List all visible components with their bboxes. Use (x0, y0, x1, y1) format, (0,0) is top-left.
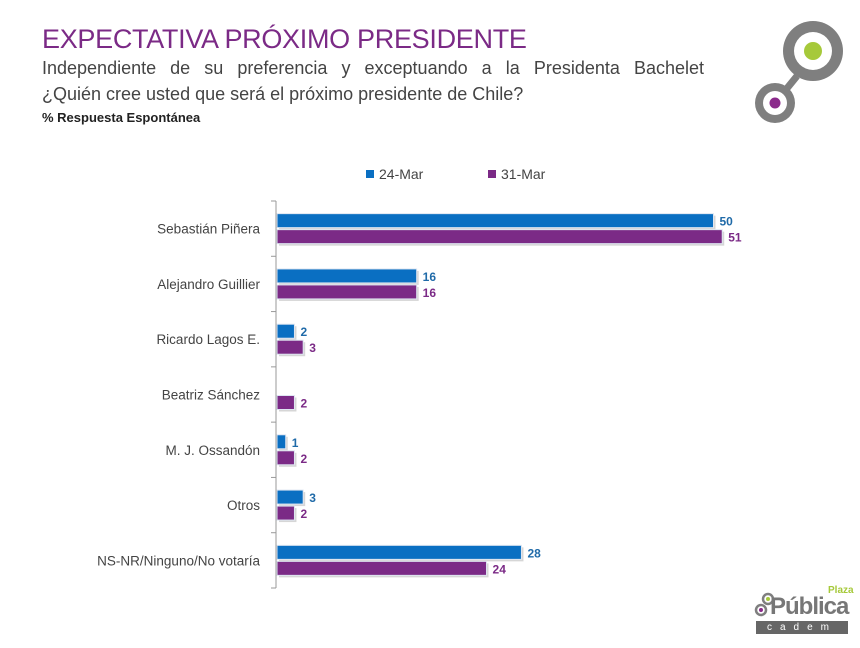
brand-circles-icon (754, 592, 775, 617)
category-label: Sebastián Piñera (157, 222, 260, 237)
page-title: EXPECTATIVA PRÓXIMO PRESIDENTE (42, 24, 527, 54)
data-label: 2 (300, 452, 307, 466)
plaza-publica-cadem-logo: Plaza Pública cadem (752, 585, 854, 637)
bar-24-Mar (276, 434, 287, 450)
brand-cadem: cadem (756, 621, 848, 634)
brand-plaza: Plaza (828, 585, 854, 596)
data-label: 28 (527, 546, 541, 560)
category-label: Ricardo Lagos E. (156, 332, 260, 347)
bar-31-Mar (276, 505, 295, 521)
data-label: 1 (292, 436, 299, 450)
question-line-1: Independiente de su preferencia y except… (42, 58, 704, 78)
legend-label-1: 31-Mar (501, 166, 546, 182)
bar-31-Mar (276, 229, 723, 245)
bar-24-Mar (276, 489, 304, 505)
data-label: 16 (423, 270, 437, 284)
bar-24-Mar (276, 213, 714, 229)
data-label: 24 (493, 562, 507, 576)
category-label: M. J. Ossandón (165, 443, 260, 458)
category-label: Beatriz Sánchez (162, 388, 261, 403)
bar-24-Mar (276, 323, 295, 339)
bar-31-Mar (276, 450, 295, 466)
cadem-circles-logo-icon (755, 21, 843, 123)
response-note: % Respuesta Espontánea (42, 110, 201, 125)
category-label: Otros (227, 498, 260, 513)
data-label: 2 (300, 507, 307, 521)
legend-swatch-0 (366, 170, 374, 178)
data-label: 2 (300, 397, 307, 411)
bar-31-Mar (276, 339, 304, 355)
data-label: 3 (309, 491, 316, 505)
legend-label-0: 24-Mar (379, 166, 424, 182)
bar-24-Mar (276, 268, 418, 284)
data-label: 51 (728, 231, 742, 245)
category-label: Alejandro Guillier (157, 277, 260, 292)
brand-publica: Pública (770, 593, 849, 620)
category-label: NS-NR/Ninguno/No votaría (97, 553, 260, 568)
data-label: 2 (300, 325, 307, 339)
data-label: 16 (423, 286, 437, 300)
question-line-2: ¿Quién cree usted que será el próximo pr… (42, 84, 524, 104)
bar-31-Mar (276, 395, 295, 410)
data-label: 50 (720, 215, 734, 229)
bar-31-Mar (276, 560, 488, 576)
bar-24-Mar (276, 544, 522, 560)
bar-31-Mar (276, 284, 418, 300)
data-label: 3 (309, 341, 316, 355)
legend-swatch-1 (488, 170, 496, 178)
